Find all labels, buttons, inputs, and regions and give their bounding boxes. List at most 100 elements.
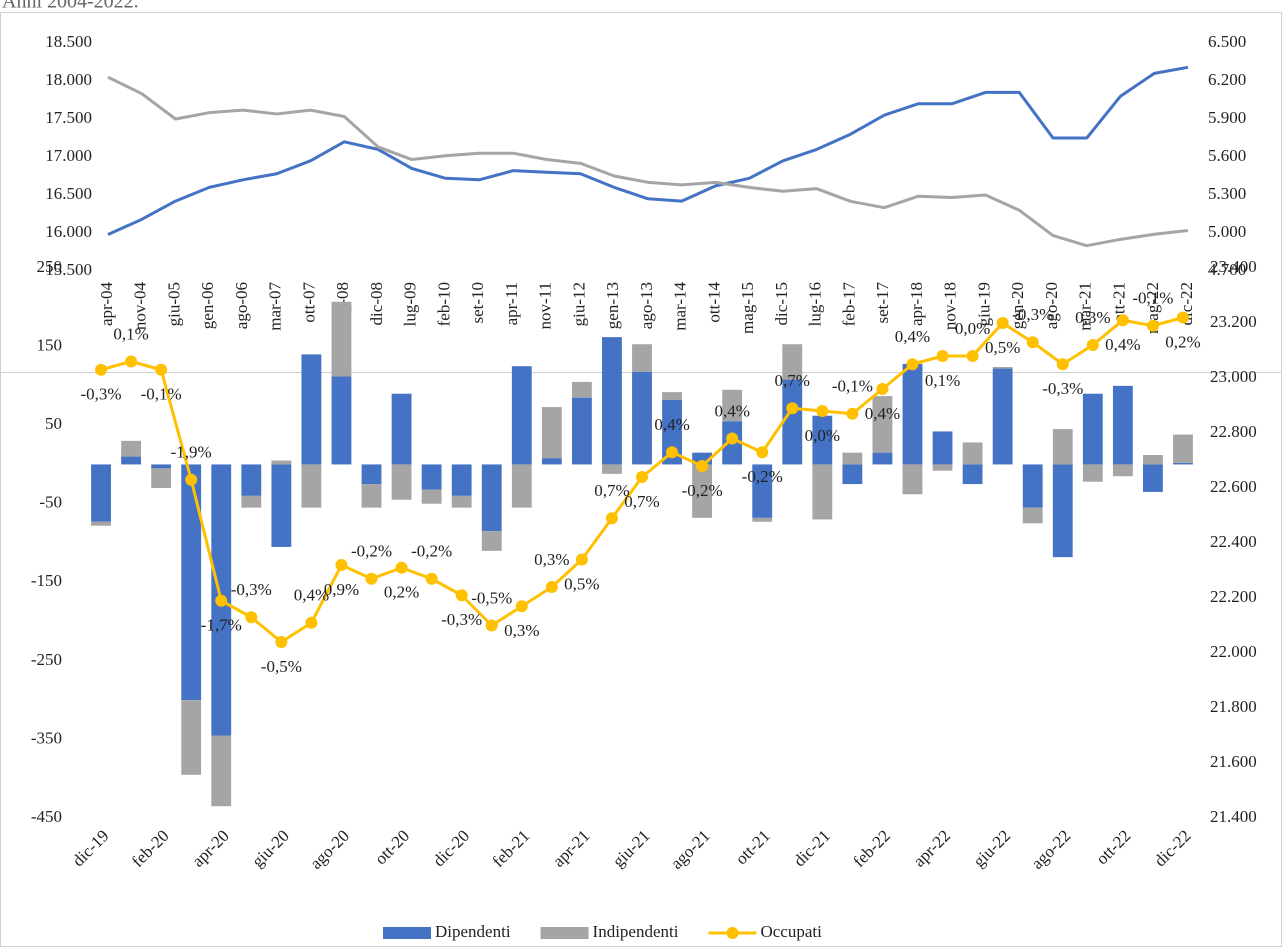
bar-segment	[992, 368, 1013, 465]
legend-label: Indipendenti	[593, 922, 679, 941]
line-marker	[816, 405, 829, 417]
bar-segment	[241, 495, 262, 508]
bar-segment	[752, 464, 773, 518]
point-label: 0,9%	[324, 580, 359, 599]
bar-segment	[842, 464, 863, 485]
x-tick-label: ott-14	[704, 282, 723, 323]
bar-segment	[722, 389, 743, 422]
bar-segment	[632, 371, 652, 465]
line-marker	[696, 460, 709, 472]
line-marker	[1176, 311, 1189, 324]
bar-segment	[602, 337, 622, 465]
line-marker	[846, 407, 859, 420]
x-tick-label: giu-12	[569, 282, 588, 326]
bar-segment	[391, 464, 412, 500]
point-label: 0,5%	[564, 574, 599, 593]
point-label: -0,5%	[261, 657, 302, 676]
x-tick-label: giu-05	[164, 282, 183, 326]
bar-segment	[692, 464, 713, 518]
y2-tick-label: 5.000	[1208, 222, 1246, 241]
bar-segment	[1022, 507, 1043, 524]
point-label: 0,7%	[594, 481, 629, 500]
bar-segment	[1112, 385, 1133, 465]
bar-segment	[331, 376, 352, 465]
line-marker	[996, 317, 1009, 329]
bar-segment	[91, 464, 111, 522]
bar-segment	[451, 495, 472, 508]
bar-segment	[1082, 393, 1103, 465]
x-tick-label: apr-22	[910, 826, 955, 871]
y-tick-label: 150	[37, 335, 63, 354]
bar-segment	[842, 452, 863, 465]
point-label: 0,0%	[805, 426, 840, 445]
line-marker	[726, 432, 739, 445]
x-tick-label: dic-22	[1150, 826, 1194, 870]
x-tick-label: nov-18	[941, 282, 960, 330]
x-tick-label: lug-16	[806, 282, 825, 326]
x-tick-label: feb-20	[128, 826, 173, 871]
x-tick-label: ago-13	[637, 282, 656, 329]
legend-label: Occupati	[760, 922, 822, 941]
bar-segment	[872, 396, 893, 453]
point-label: -1,9%	[171, 443, 212, 462]
y2-tick-label: 22.200	[1210, 587, 1257, 606]
x-tick-label: ott-21	[732, 826, 774, 868]
x-tick-label: dic-20	[429, 826, 473, 870]
point-label: 0,4%	[1105, 335, 1140, 354]
line-marker	[305, 616, 318, 629]
bar-segment	[932, 464, 953, 471]
bar-segment	[992, 367, 1013, 369]
y-tick-label: 16.000	[45, 222, 92, 241]
bar-segment	[301, 354, 322, 465]
x-tick-label: apr-11	[502, 282, 521, 325]
bar-segment	[121, 456, 141, 465]
x-tick-label: mar-21	[1076, 282, 1095, 331]
bar-segment	[301, 464, 322, 508]
x-tick-label: nov-04	[131, 282, 150, 331]
bar-segment	[632, 344, 652, 372]
data-line	[107, 75, 1189, 248]
x-tick-label: feb-21	[489, 826, 534, 871]
point-label: -0,3%	[231, 580, 272, 599]
line-marker	[545, 581, 558, 593]
bar-segment	[782, 379, 803, 465]
line-marker	[636, 471, 648, 483]
y2-tick-label: 22.600	[1210, 477, 1257, 496]
point-label: -0,3%	[441, 610, 482, 629]
y-tick-label: 50	[45, 414, 62, 433]
bar-segment	[421, 464, 442, 490]
x-tick-label: mag-22	[1143, 282, 1162, 334]
line-marker	[1026, 336, 1039, 349]
y2-tick-label: 21.600	[1210, 752, 1257, 771]
bar-segment	[361, 464, 382, 485]
legend-swatch	[540, 927, 589, 939]
line-marker	[936, 350, 949, 362]
x-tick-label: gen-06	[198, 282, 217, 329]
y2-tick-label: 22.800	[1210, 422, 1257, 441]
x-tick-label: ott-20	[371, 826, 413, 868]
bar-segment	[1052, 429, 1073, 465]
bar-segment	[91, 521, 111, 526]
line-marker	[155, 363, 168, 376]
bar-segment	[481, 464, 502, 532]
line-marker	[455, 589, 468, 602]
x-tick-label: dic-19	[68, 826, 112, 870]
line-marker	[575, 553, 588, 566]
x-tick-label: ott-22	[1092, 826, 1134, 868]
line-marker	[365, 572, 378, 585]
x-tick-label: giu-19	[974, 282, 993, 326]
bar-segment	[1112, 464, 1133, 477]
bar-segment	[1173, 462, 1193, 465]
bar-segment	[541, 458, 562, 465]
bar-segment	[511, 464, 532, 508]
x-tick-label: giu-21	[609, 826, 654, 871]
y-tick-label: 18.500	[45, 32, 92, 51]
bar-segment	[271, 460, 292, 465]
bar-segment	[1173, 434, 1193, 463]
bar-segment	[1143, 464, 1163, 492]
x-tick-label: apr-04	[97, 282, 116, 327]
bar-segment	[331, 301, 352, 377]
bar-segment	[662, 392, 682, 400]
x-tick-label: feb-17	[839, 282, 858, 327]
